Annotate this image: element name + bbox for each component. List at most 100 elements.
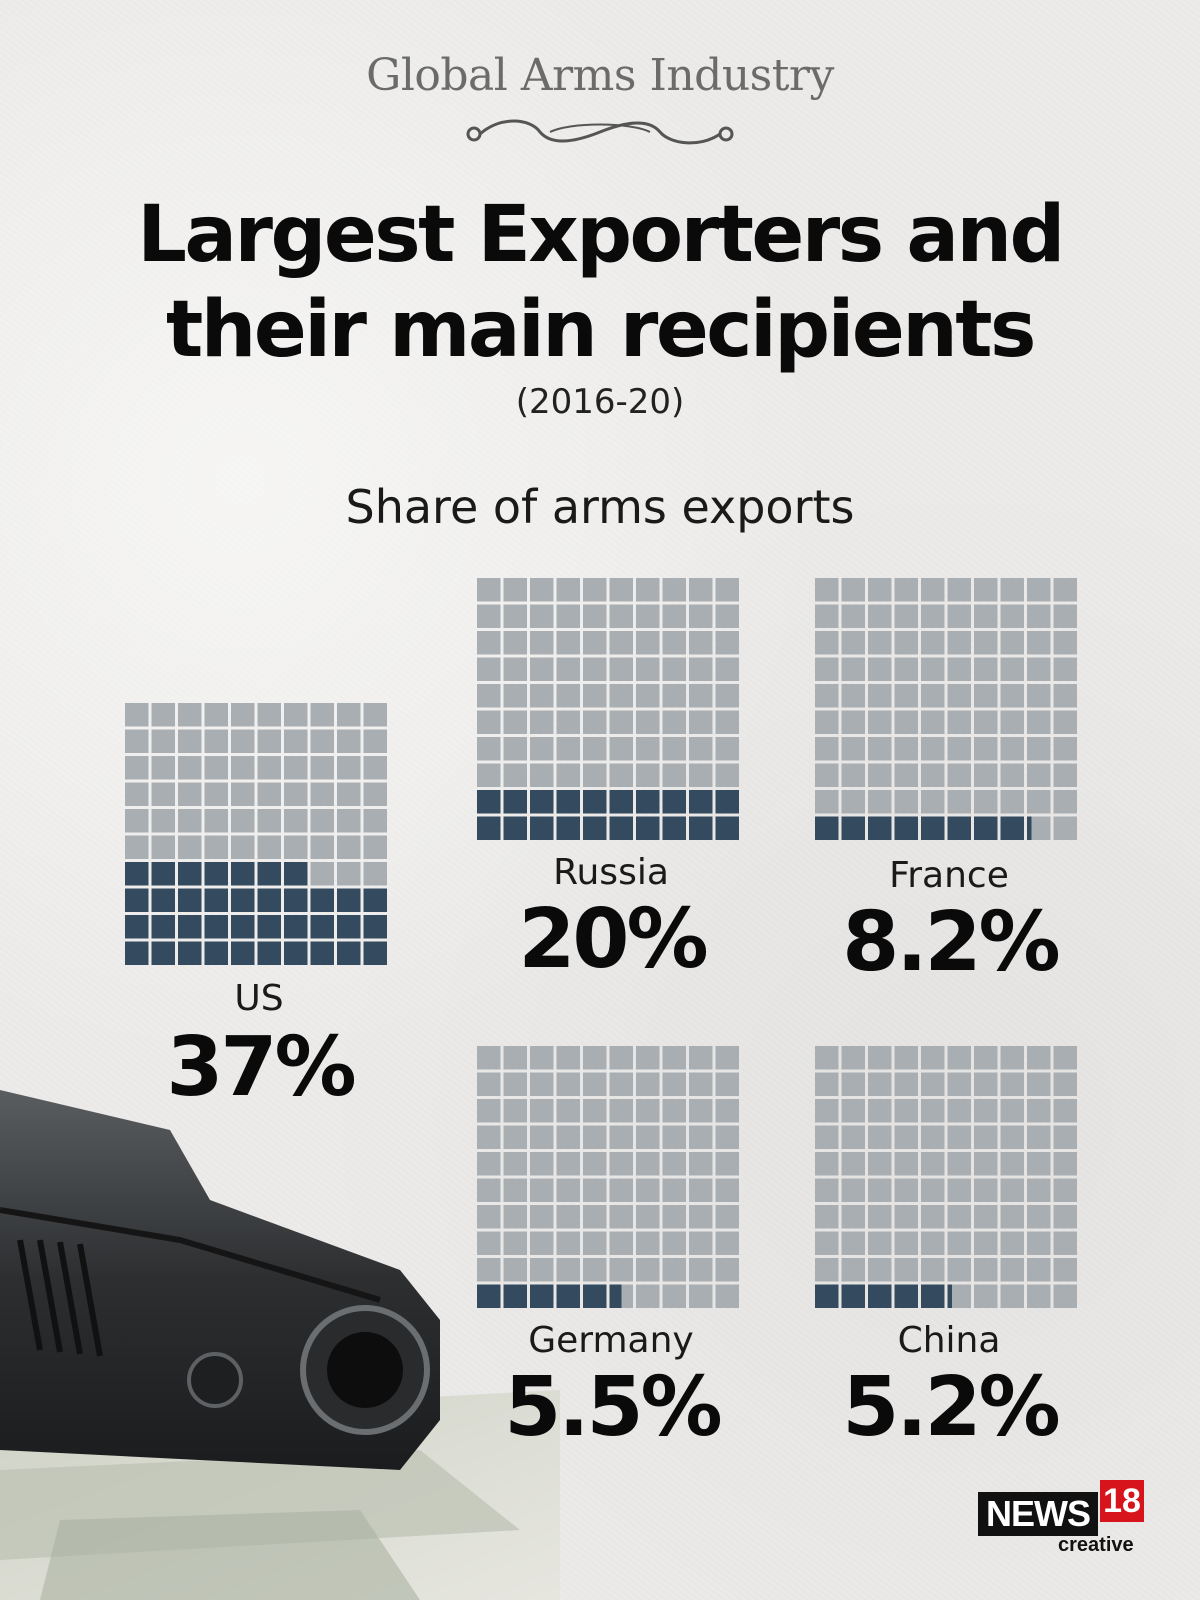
waffle-cell-germany [689, 1072, 713, 1096]
waffle-cell-russia [609, 631, 633, 655]
waffle-cell-germany [556, 1258, 580, 1282]
waffle-cell-france [868, 657, 892, 681]
waffle-cell-russia [662, 604, 686, 628]
waffle-cell-russia [556, 657, 580, 681]
waffle-cell-france [1027, 790, 1051, 814]
waffle-cell-us [284, 756, 308, 780]
waffle-cell-russia [636, 657, 660, 681]
waffle-cell-china [947, 1072, 971, 1096]
waffle-filled-cell-russia [609, 790, 633, 814]
logo-sub: creative [1058, 1534, 1134, 1556]
waffle-cell-germany [583, 1258, 607, 1282]
waffle-filled-cell-russia [556, 790, 580, 814]
waffle-cell-us [231, 809, 255, 833]
waffle-cell-france [947, 763, 971, 787]
waffle-cell-china [1053, 1099, 1077, 1123]
waffle-cell-france [947, 657, 971, 681]
waffle-cell-us [363, 703, 387, 727]
waffle-filled-cell-france [974, 816, 998, 840]
waffle-cell-germany [503, 1178, 527, 1202]
waffle-cell-germany [715, 1072, 739, 1096]
waffle-filled-cell-germany [556, 1284, 580, 1308]
waffle-cell-germany [477, 1046, 501, 1070]
waffle-cell-france [1053, 763, 1077, 787]
waffle-cell-china [1000, 1099, 1024, 1123]
waffle-cell-china [868, 1099, 892, 1123]
waffle-cell-france [921, 684, 945, 708]
waffle-cell-germany [556, 1231, 580, 1255]
waffle-cell-france [974, 657, 998, 681]
waffle-cell-russia [715, 710, 739, 734]
waffle-filled-cell-us [231, 862, 255, 886]
value-germany: 5.5% [504, 1360, 722, 1455]
waffle-cell-china [815, 1152, 839, 1176]
waffle-cell-china [815, 1258, 839, 1282]
waffle-cell-china [947, 1152, 971, 1176]
waffle-cell-germany [609, 1231, 633, 1255]
waffle-filled-cell-china [947, 1284, 953, 1308]
main-title: Largest Exporters and their main recipie… [0, 188, 1200, 378]
waffle-cell-us [337, 835, 361, 859]
waffle-cell-france [947, 604, 971, 628]
label-france: France [889, 855, 1009, 896]
waffle-cell-russia [503, 657, 527, 681]
waffle-cell-china [894, 1205, 918, 1229]
waffle-russia [477, 578, 739, 840]
title-line-2: their main recipients [166, 285, 1036, 375]
waffle-cell-us [231, 703, 255, 727]
waffle-cell-us [337, 809, 361, 833]
waffle-cell-france [921, 657, 945, 681]
waffle-cell-germany [477, 1099, 501, 1123]
waffle-filled-cell-us [125, 915, 149, 939]
waffle-filled-cell-russia [636, 816, 660, 840]
waffle-cell-germany [662, 1152, 686, 1176]
waffle-cell-germany [689, 1099, 713, 1123]
waffle-cell-germany [636, 1231, 660, 1255]
waffle-cell-france [894, 631, 918, 655]
waffle-cell-france [841, 604, 865, 628]
waffle-cell-germany [530, 1046, 554, 1070]
waffle-france [815, 578, 1077, 840]
waffle-cell-china [1000, 1205, 1024, 1229]
waffle-cell-russia [609, 763, 633, 787]
waffle-cell-germany [530, 1231, 554, 1255]
waffle-cell-france [815, 710, 839, 734]
waffle-cell-russia [556, 631, 580, 655]
waffle-cell-russia [715, 631, 739, 655]
waffle-cell-france [868, 737, 892, 761]
waffle-cell-france [868, 790, 892, 814]
waffle-cell-china [1000, 1231, 1024, 1255]
waffle-filled-cell-us [284, 941, 308, 965]
waffle-cell-russia [662, 684, 686, 708]
waffle-filled-cell-us [151, 862, 175, 886]
waffle-cell-china [1027, 1231, 1051, 1255]
waffle-cell-france [1027, 578, 1051, 602]
waffle-cell-russia [503, 578, 527, 602]
waffle-cell-us [363, 729, 387, 753]
waffle-cell-germany [556, 1099, 580, 1123]
waffle-cell-france [947, 737, 971, 761]
waffle-cell-russia [477, 604, 501, 628]
waffle-cell-france [1027, 710, 1051, 734]
waffle-filled-cell-russia [556, 816, 580, 840]
waffle-cell-china [921, 1046, 945, 1070]
waffle-cell-us [125, 729, 149, 753]
waffle-cell-us [310, 782, 334, 806]
waffle-cell-us [363, 835, 387, 859]
waffle-filled-cell-us [257, 888, 281, 912]
waffle-cell-russia [556, 710, 580, 734]
waffle-cell-russia [583, 710, 607, 734]
waffle-cell-germany [689, 1284, 713, 1308]
waffle-cell-china [974, 1152, 998, 1176]
waffle-cell-us [310, 729, 334, 753]
waffle-cell-china [894, 1258, 918, 1282]
waffle-cell-france [1000, 763, 1024, 787]
waffle-cell-us [151, 782, 175, 806]
waffle-cell-france [1000, 737, 1024, 761]
waffle-cell-china [1027, 1046, 1051, 1070]
waffle-filled-cell-germany [530, 1284, 554, 1308]
waffle-filled-cell-russia [583, 816, 607, 840]
waffle-cell-france [947, 684, 971, 708]
waffle-cell-germany [556, 1046, 580, 1070]
waffle-cell-us [151, 756, 175, 780]
